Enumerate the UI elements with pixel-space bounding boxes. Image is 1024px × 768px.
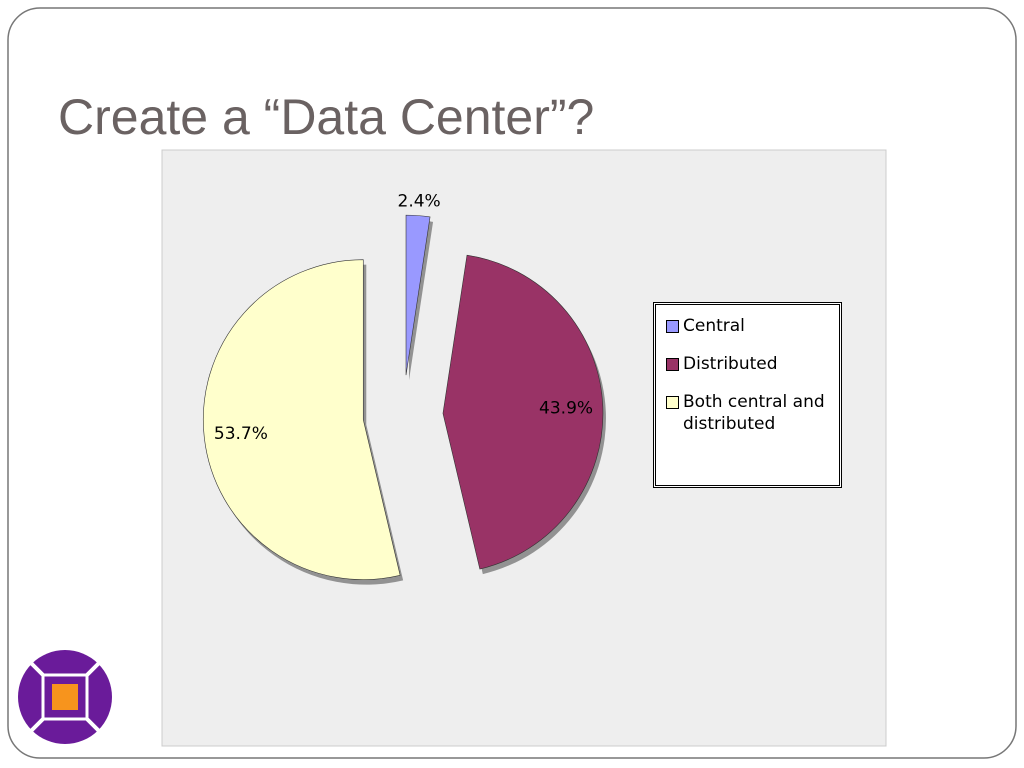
legend-swatch (666, 396, 679, 409)
logo-frame (41, 673, 89, 721)
legend-swatch (666, 358, 679, 371)
slide-title: Create a “Data Center”? (58, 89, 595, 145)
legend-item: Distributed (666, 353, 833, 375)
slice (405, 214, 431, 376)
legend-label: Both central and distributed (683, 392, 825, 434)
legend-item: Both central and distributed (666, 391, 833, 435)
legend: Central Distributed Both central and distr… (653, 302, 842, 488)
slice (442, 254, 604, 570)
legend-item: Central (666, 315, 833, 337)
legend-label: Distributed (683, 354, 778, 374)
slice (202, 259, 401, 580)
logo (18, 650, 112, 744)
value-label: 53.7% (214, 424, 268, 444)
value-label: 2.4% (398, 192, 441, 212)
value-label: 43.9% (539, 398, 593, 418)
logo-square (52, 684, 78, 710)
pie: 2.4% 43.9% 53.7% (202, 192, 606, 585)
legend-label: Central (683, 316, 745, 336)
legend-swatch (666, 320, 679, 333)
